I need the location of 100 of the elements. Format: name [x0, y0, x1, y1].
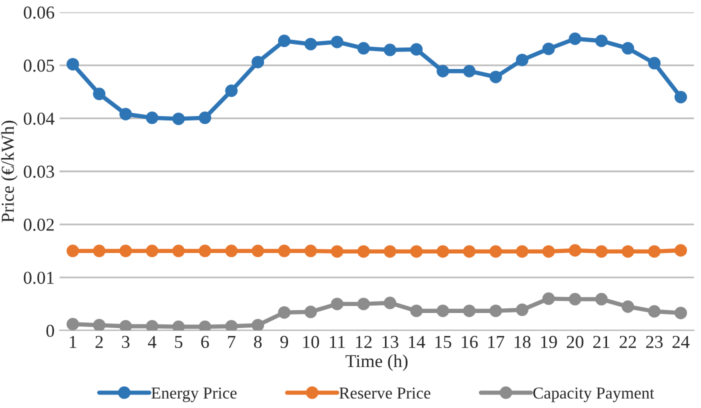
point: [330, 36, 344, 48]
x-tick-label: 20: [566, 336, 584, 348]
point: [542, 292, 555, 305]
point: [436, 64, 450, 78]
x-tick-label: 17: [488, 336, 504, 348]
point: [384, 296, 396, 310]
point: [410, 304, 423, 318]
point: [674, 306, 688, 320]
point: [92, 88, 106, 100]
point: [198, 320, 212, 330]
x-tick-label: 2: [96, 336, 103, 348]
point: [357, 245, 370, 258]
point: [278, 244, 291, 258]
x-tick-label: 18: [514, 336, 531, 348]
point: [225, 320, 238, 330]
x-tick-label: 12: [356, 336, 372, 348]
point: [384, 245, 396, 258]
point: [225, 244, 238, 258]
point: [252, 318, 264, 330]
point: [119, 108, 132, 120]
point: [198, 244, 212, 258]
point: [225, 84, 238, 97]
point: [92, 244, 106, 258]
point: [595, 292, 608, 306]
x-tick-label: 6: [201, 336, 209, 348]
y-tick-label: 0.03: [24, 166, 54, 178]
x-axis-title: Time (h): [346, 354, 408, 371]
point: [330, 298, 344, 310]
point: [304, 38, 317, 50]
point: [648, 305, 661, 318]
point: [568, 32, 582, 46]
x-tick-label: 14: [409, 336, 426, 348]
x-tick-label: 9: [280, 336, 288, 348]
point: [516, 245, 528, 258]
point: [198, 112, 212, 124]
x-tick-label: 16: [462, 336, 478, 348]
point: [172, 112, 185, 126]
point: [357, 298, 370, 310]
point: [146, 244, 158, 258]
point: [172, 320, 185, 330]
point: [146, 320, 158, 330]
point: [66, 58, 80, 70]
x-tick-label: 23: [646, 336, 663, 348]
point: [172, 244, 185, 258]
point: [516, 54, 528, 66]
y-tick-label: 0.06: [24, 6, 54, 19]
point: [304, 244, 317, 258]
x-tick-label: 15: [435, 336, 452, 348]
legend-label: Reserve Price: [339, 387, 430, 399]
point: [92, 318, 106, 330]
point: [384, 44, 396, 56]
point: [119, 320, 132, 330]
point: [66, 244, 80, 258]
point: [622, 42, 634, 55]
point: [330, 245, 344, 258]
point: [66, 318, 80, 330]
x-tick-label: 7: [228, 336, 236, 348]
x-tick-label: 8: [254, 336, 262, 348]
point: [648, 56, 661, 70]
point: [595, 245, 608, 258]
x-tick-label: 24: [672, 336, 690, 348]
x-tick-label: 5: [175, 336, 182, 348]
point: [595, 34, 608, 48]
x-tick-label: 1: [70, 336, 76, 348]
point: [489, 70, 502, 84]
point: [278, 306, 291, 319]
point: [252, 56, 264, 68]
point: [357, 42, 370, 55]
x-tick-label: 22: [620, 336, 636, 348]
legend-label: Energy Price: [151, 387, 237, 402]
x-tick-label: 4: [148, 336, 156, 348]
point: [278, 34, 291, 48]
point: [568, 292, 582, 306]
x-tick-label: 21: [593, 336, 610, 348]
point: [463, 304, 476, 318]
point: [568, 244, 582, 257]
y-axis-title: Price (€/kWh): [1, 120, 18, 222]
point: [252, 244, 264, 258]
point: [489, 304, 502, 318]
point: [674, 244, 688, 257]
point: [674, 90, 688, 104]
x-tick-label: 11: [330, 336, 345, 348]
y-tick-label: 0: [46, 324, 54, 337]
point: [146, 112, 158, 124]
point: [410, 43, 423, 56]
x-tick-label: 19: [541, 336, 557, 348]
point: [436, 245, 450, 258]
point: [304, 306, 317, 318]
point: [622, 245, 634, 258]
point: [489, 245, 502, 258]
point: [463, 245, 476, 258]
point: [119, 244, 132, 258]
y-tick-label: 0.04: [24, 112, 54, 125]
point: [648, 245, 661, 258]
x-tick-label: 3: [122, 336, 130, 348]
y-tick-label: 0.05: [24, 60, 54, 72]
x-tick-label: 10: [303, 336, 320, 348]
point: [463, 64, 476, 78]
point: [436, 304, 450, 318]
legend-label: Capacity Payment: [533, 387, 654, 402]
